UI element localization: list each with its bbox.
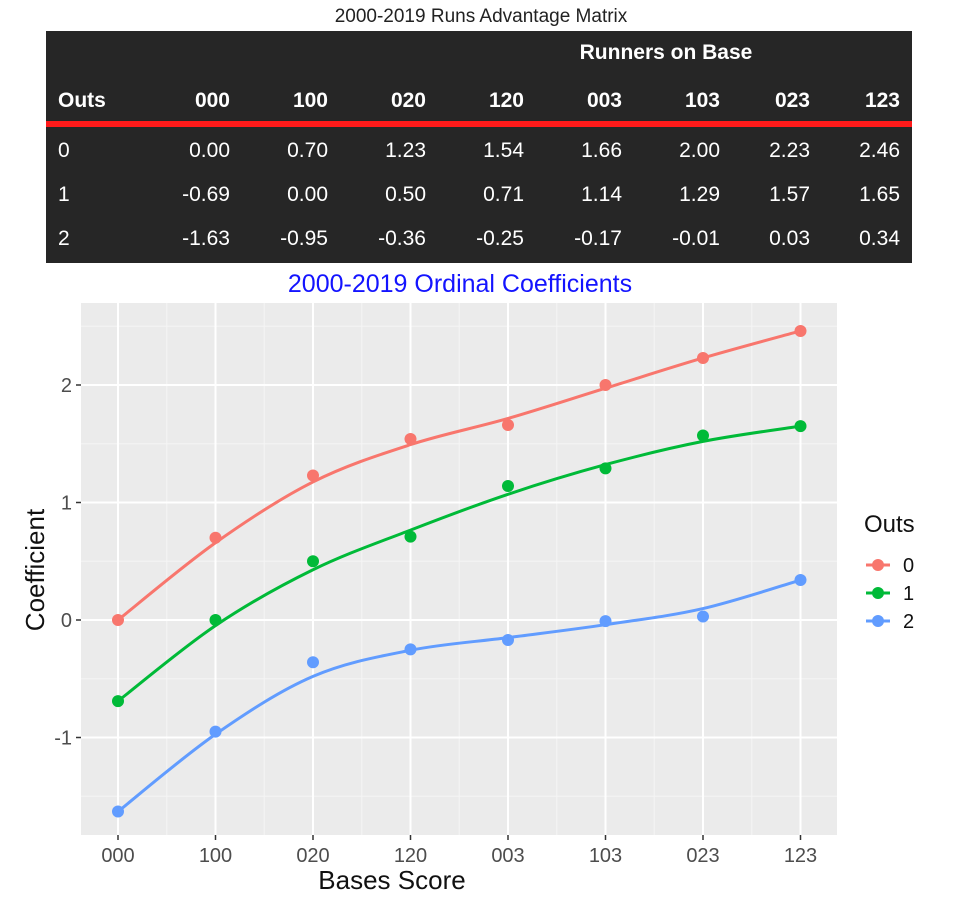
series-0-point <box>404 433 417 446</box>
table-cell: -1.63 <box>182 227 230 250</box>
table-cell: -0.69 <box>182 183 230 206</box>
column-header-Outs: Outs <box>58 89 106 112</box>
column-header-020: 020 <box>390 89 426 112</box>
table-cell: 1.14 <box>581 183 622 206</box>
column-header-120: 120 <box>488 89 524 112</box>
minor-gridlines <box>81 303 837 835</box>
y-tick-label: 1 <box>61 493 72 515</box>
table-cell: -0.17 <box>574 227 622 250</box>
table-title: 2000-2019 Runs Advantage Matrix <box>334 6 628 27</box>
x-tick-label: 000 <box>101 845 134 867</box>
y-tick-label: 0 <box>61 610 72 632</box>
x-axis-label: Bases Score <box>318 865 465 895</box>
y-tick-label: 2 <box>61 375 72 397</box>
table-cell: 1.23 <box>385 139 426 162</box>
table-cell: 0.00 <box>287 183 328 206</box>
data-points <box>112 324 807 818</box>
table-row: 2 -1.63 -0.95 -0.36 -0.25 -0.17 -0.01 0.03 0.34 <box>46 227 912 271</box>
column-header-023: 023 <box>774 89 810 112</box>
series-2-point <box>599 615 612 628</box>
table-cell: 1.29 <box>679 183 720 206</box>
series-1-point <box>307 555 319 568</box>
legend: Outs 0 1 2 <box>864 511 915 633</box>
legend-title: Outs <box>864 511 915 538</box>
x-tick-label: 123 <box>784 845 817 867</box>
table-cell: 0.71 <box>483 183 524 206</box>
series-0-point <box>209 531 222 544</box>
series-2-point <box>697 610 709 623</box>
column-header-003: 003 <box>586 89 622 112</box>
series-1-point <box>209 614 222 626</box>
series-2-point <box>209 725 222 738</box>
table-cell: 1.57 <box>769 183 810 206</box>
column-header-100: 100 <box>292 89 328 112</box>
table-cell: 1.65 <box>859 183 900 206</box>
series-0-point <box>794 324 807 337</box>
y-axis-label: Coefficient <box>20 508 50 631</box>
series-2-point <box>502 633 514 646</box>
runners-on-base-header: Runners on Base <box>579 41 753 64</box>
table-cell: -0.36 <box>378 227 426 250</box>
table-cell: -0.95 <box>280 227 328 250</box>
table-cell: 0.70 <box>287 139 328 162</box>
table-row: 1 -0.69 0.00 0.50 0.71 1.14 1.29 1.57 1.65 <box>46 183 912 227</box>
header-rule <box>46 121 912 127</box>
series-1-point <box>404 530 417 543</box>
x-tick-label: 120 <box>394 845 427 867</box>
table-cell: 0.50 <box>385 183 426 206</box>
series-1-point <box>794 420 807 433</box>
x-tick-label: 023 <box>686 845 719 867</box>
matrix-header-row: Outs 000 100 020 120 003 103 023 123 <box>46 87 912 123</box>
series-0-point <box>307 469 319 482</box>
y-tick-label: -1 <box>54 728 72 750</box>
legend-key-point <box>872 559 884 571</box>
table-cell: -0.25 <box>476 227 524 250</box>
row-outs-label: 1 <box>58 183 70 206</box>
x-tick-label: 020 <box>296 845 329 867</box>
table-cell: 2.46 <box>859 139 900 162</box>
series-1-point <box>599 462 612 475</box>
series-0-point <box>599 379 612 391</box>
x-tick-label: 100 <box>199 845 232 867</box>
major-gridlines <box>81 303 837 835</box>
x-tick-label: 103 <box>589 845 622 867</box>
series-1-point <box>502 480 514 493</box>
legend-label: 2 <box>903 611 914 633</box>
series-1-point <box>112 695 124 708</box>
column-header-000: 000 <box>194 89 230 112</box>
table-cell: 1.54 <box>483 139 524 162</box>
table-cell: 1.66 <box>581 139 622 162</box>
table-cell: 0.03 <box>769 227 810 250</box>
series-1-point <box>697 429 709 442</box>
runs-advantage-matrix: Runners on Base Outs 000 100 020 120 003 103 02… <box>46 31 912 263</box>
table-cell: 0.00 <box>189 139 230 162</box>
x-tick-label: 003 <box>491 845 524 867</box>
legend-label: 1 <box>903 583 914 605</box>
series-2-point <box>794 574 807 587</box>
column-header-103: 103 <box>684 89 720 112</box>
legend-key-point <box>872 587 884 599</box>
row-outs-label: 0 <box>58 139 70 162</box>
series-2-point <box>404 643 417 656</box>
row-outs-label: 2 <box>58 227 70 250</box>
table-cell: 0.34 <box>859 227 900 250</box>
table-row: 0 0.00 0.70 1.23 1.54 1.66 2.00 2.23 2.46 <box>46 139 912 183</box>
plot-title: 2000-2019 Ordinal Coefficients <box>287 270 633 298</box>
y-axis: -1 0 1 2 <box>54 375 81 750</box>
series-2-point <box>112 805 124 818</box>
series-0-point <box>697 351 709 364</box>
series-2-point <box>307 656 319 669</box>
legend-key-point <box>872 615 884 627</box>
table-cell: -0.01 <box>672 227 720 250</box>
x-axis: 000 100 020 120 003 103 023 123 <box>101 835 817 867</box>
column-header-123: 123 <box>864 89 900 112</box>
legend-label: 0 <box>903 555 914 577</box>
table-cell: 2.23 <box>769 139 810 162</box>
series-0-point <box>112 614 124 626</box>
table-cell: 2.00 <box>679 139 720 162</box>
series-0-point <box>502 418 514 431</box>
